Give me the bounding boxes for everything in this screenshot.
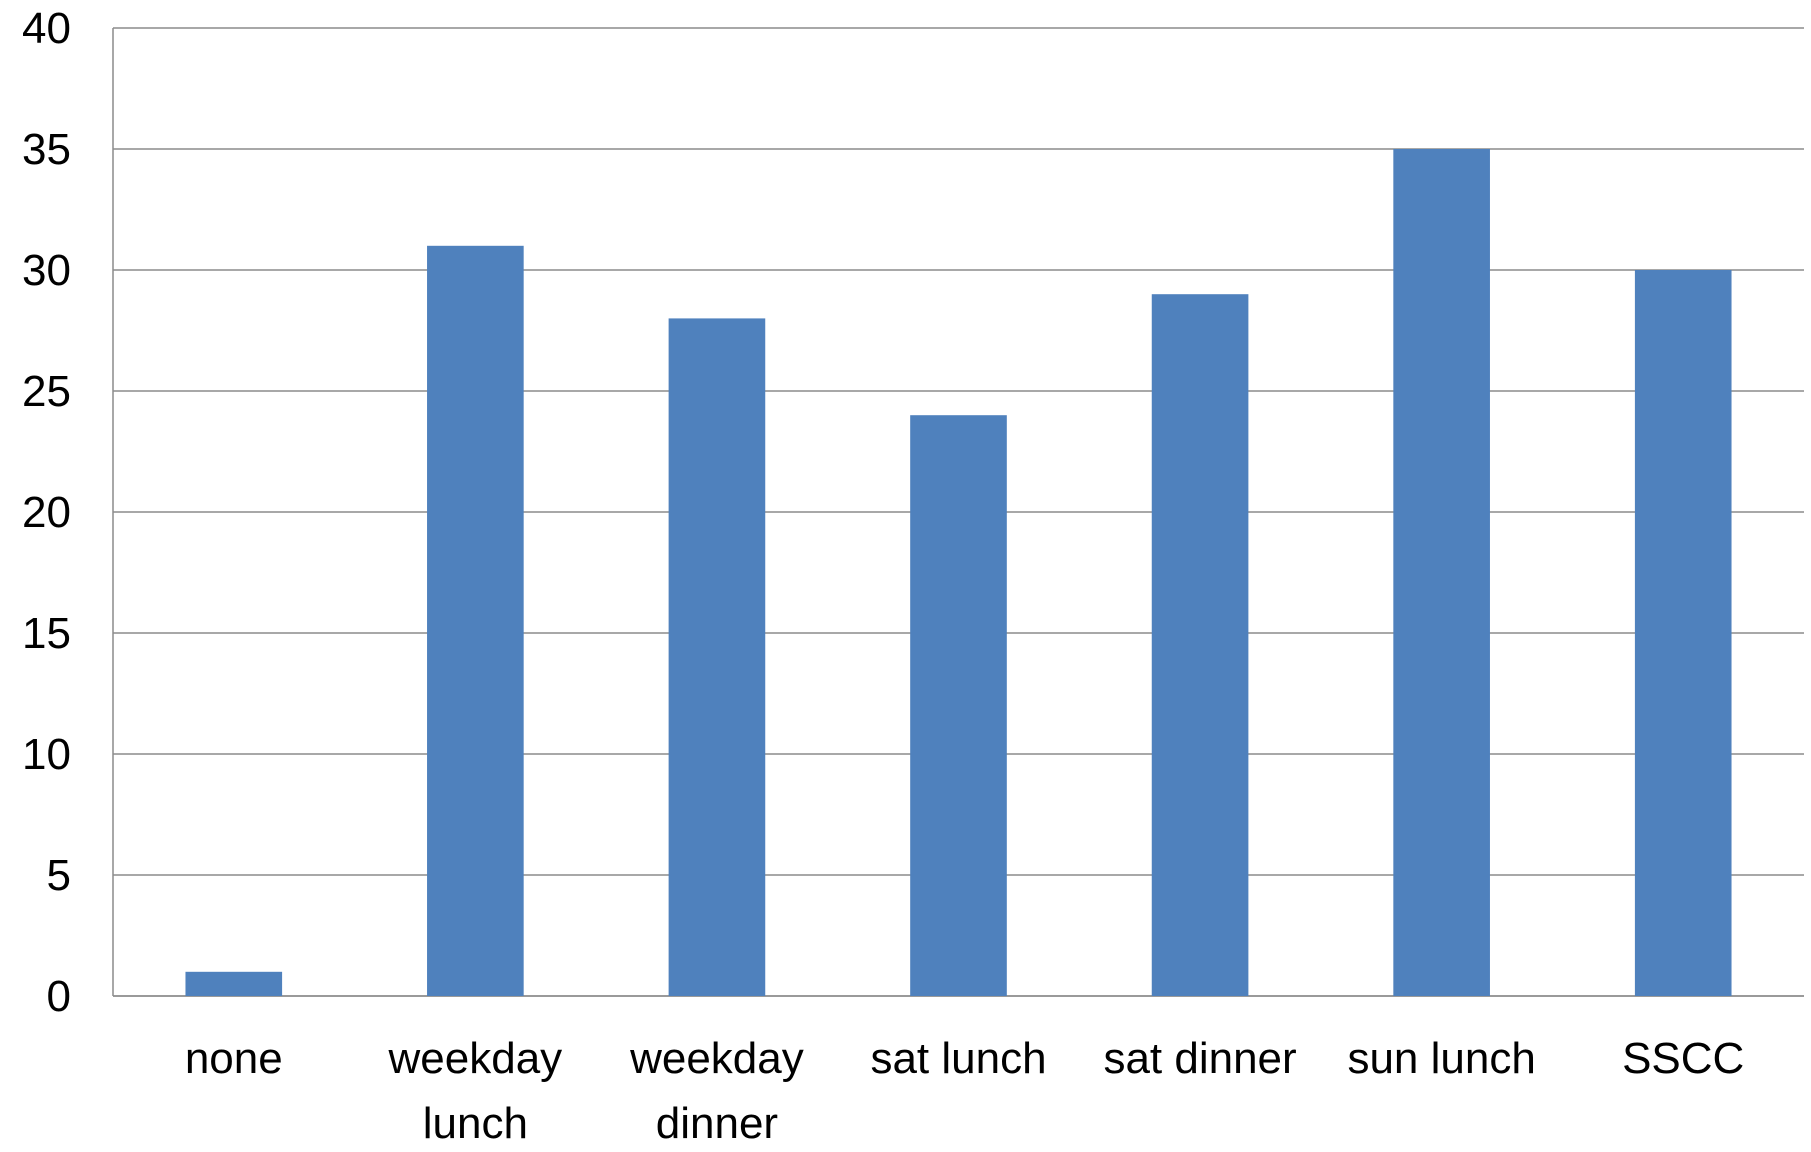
x-tick-label: sat dinner: [1103, 1034, 1296, 1083]
x-tick-label: weekday lunch: [388, 1034, 563, 1148]
y-tick-label: 20: [22, 488, 71, 537]
y-tick-label: 0: [47, 972, 71, 1021]
y-tick-label: 5: [47, 851, 71, 900]
bar: [910, 415, 1007, 996]
x-tick-label: weekday dinner: [629, 1034, 804, 1148]
bar: [427, 245, 524, 997]
bar: [668, 318, 766, 996]
y-tick-label: 25: [22, 367, 71, 416]
bar: [1151, 294, 1249, 996]
x-tick-label: sat lunch: [870, 1034, 1046, 1083]
y-tick-label: 30: [22, 246, 71, 295]
bar: [1393, 149, 1490, 996]
bar: [1634, 270, 1732, 996]
y-tick-label: 10: [22, 730, 71, 779]
y-tick-label: 15: [22, 609, 71, 658]
x-tick-label: none: [185, 1034, 283, 1083]
x-tick-label: SSCC: [1622, 1034, 1744, 1083]
bar: [185, 971, 283, 996]
y-tick-label: 40: [22, 4, 71, 53]
x-tick-label: sun lunch: [1347, 1034, 1535, 1083]
y-tick-label: 35: [22, 125, 71, 174]
